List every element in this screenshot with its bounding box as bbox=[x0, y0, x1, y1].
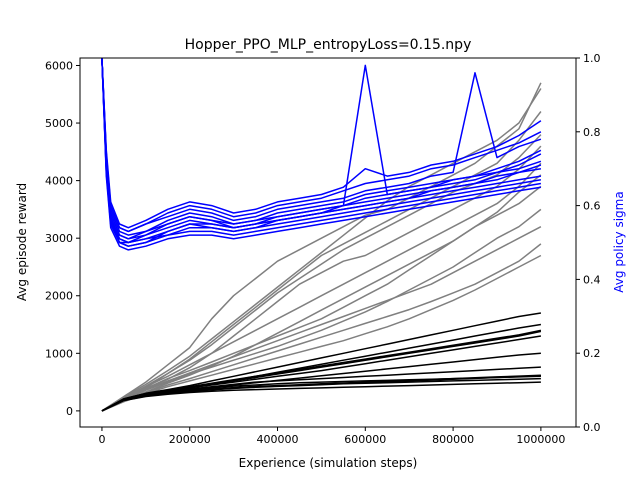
series-line-0-5 bbox=[101, 185, 542, 412]
y-tick-label: 1000 bbox=[45, 347, 73, 360]
x-axis-label: Experience (simulation steps) bbox=[239, 456, 418, 470]
y-axis-label: Avg episode reward bbox=[15, 183, 29, 301]
y2-axis-ticks: 0.0 0.2 0.4 0.6 0.8 1.0 bbox=[576, 52, 601, 434]
series-line-0-1 bbox=[101, 82, 542, 412]
x-axis-ticks: 0 200000 400000 600000 800000 1000000 bbox=[98, 427, 565, 446]
series-line-2-10 bbox=[101, 57, 542, 233]
y2-tick-label: 1.0 bbox=[583, 52, 601, 65]
x-tick-label: 400000 bbox=[257, 433, 299, 446]
y-tick-label: 6000 bbox=[45, 59, 73, 72]
x-tick-label: 600000 bbox=[344, 433, 386, 446]
series-line-1-11 bbox=[101, 312, 542, 412]
series-line-2-11 bbox=[101, 57, 542, 247]
y2-tick-label: 0.2 bbox=[583, 347, 601, 360]
series-line-0-3 bbox=[101, 162, 542, 412]
chart-title: Hopper_PPO_MLP_entropyLoss=0.15.npy bbox=[185, 37, 472, 53]
x-tick-label: 800000 bbox=[432, 433, 474, 446]
y2-tick-label: 0.8 bbox=[583, 126, 601, 139]
series-line-0-10 bbox=[101, 254, 542, 412]
plot-frame bbox=[79, 57, 577, 428]
series-line-0-8 bbox=[101, 243, 542, 412]
series-line-0-11 bbox=[101, 134, 542, 412]
series-line-0-7 bbox=[101, 226, 542, 412]
x-tick-label: 200000 bbox=[169, 433, 211, 446]
y-tick-label: 2000 bbox=[45, 290, 73, 303]
y-tick-label: 4000 bbox=[45, 175, 73, 188]
series-line-0-6 bbox=[101, 208, 542, 412]
y2-tick-label: 0.0 bbox=[583, 421, 601, 434]
y-tick-label: 3000 bbox=[45, 232, 73, 245]
y-tick-label: 5000 bbox=[45, 117, 73, 130]
series-line-1-10 bbox=[101, 377, 541, 412]
series-line-2-7 bbox=[101, 57, 542, 251]
y2-axis-label: Avg policy sigma bbox=[612, 191, 626, 292]
series-line-2-6 bbox=[101, 57, 542, 229]
series-layer bbox=[101, 57, 542, 412]
y2-tick-label: 0.6 bbox=[583, 200, 601, 213]
series-line-1-8 bbox=[101, 374, 541, 412]
x-tick-label: 1000000 bbox=[516, 433, 565, 446]
y2-tick-label: 0.4 bbox=[583, 273, 601, 286]
x-tick-label: 0 bbox=[98, 433, 105, 446]
y-axis-ticks: 0 1000 2000 3000 4000 5000 6000 bbox=[45, 59, 80, 418]
series-line-1-9 bbox=[101, 335, 542, 412]
y-tick-label: 0 bbox=[66, 405, 73, 418]
series-line-2-8 bbox=[101, 57, 542, 240]
series-line-2-9 bbox=[101, 57, 542, 244]
